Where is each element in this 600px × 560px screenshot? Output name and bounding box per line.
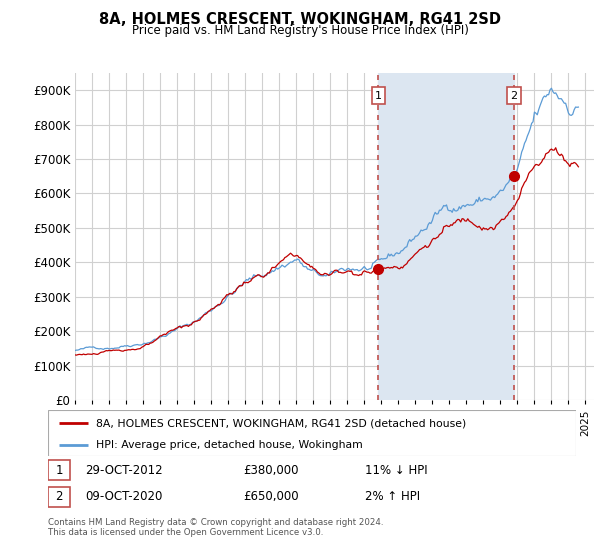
Text: 8A, HOLMES CRESCENT, WOKINGHAM, RG41 2SD: 8A, HOLMES CRESCENT, WOKINGHAM, RG41 2SD (99, 12, 501, 27)
Text: Contains HM Land Registry data © Crown copyright and database right 2024.
This d: Contains HM Land Registry data © Crown c… (48, 518, 383, 538)
Text: 2: 2 (510, 91, 517, 101)
Text: 11% ↓ HPI: 11% ↓ HPI (365, 464, 427, 477)
Text: 8A, HOLMES CRESCENT, WOKINGHAM, RG41 2SD (detached house): 8A, HOLMES CRESCENT, WOKINGHAM, RG41 2SD… (95, 418, 466, 428)
Text: 1: 1 (375, 91, 382, 101)
Text: £650,000: £650,000 (244, 491, 299, 503)
Text: 1: 1 (55, 464, 63, 477)
Bar (379, 73, 514, 400)
FancyBboxPatch shape (48, 460, 70, 480)
Text: Price paid vs. HM Land Registry's House Price Index (HPI): Price paid vs. HM Land Registry's House … (131, 24, 469, 36)
FancyBboxPatch shape (48, 410, 576, 456)
Text: 2: 2 (55, 491, 63, 503)
Text: £380,000: £380,000 (244, 464, 299, 477)
Text: HPI: Average price, detached house, Wokingham: HPI: Average price, detached house, Woki… (95, 440, 362, 450)
Text: 09-OCT-2020: 09-OCT-2020 (85, 491, 163, 503)
Text: 29-OCT-2012: 29-OCT-2012 (85, 464, 163, 477)
Text: 2% ↑ HPI: 2% ↑ HPI (365, 491, 420, 503)
FancyBboxPatch shape (48, 487, 70, 507)
